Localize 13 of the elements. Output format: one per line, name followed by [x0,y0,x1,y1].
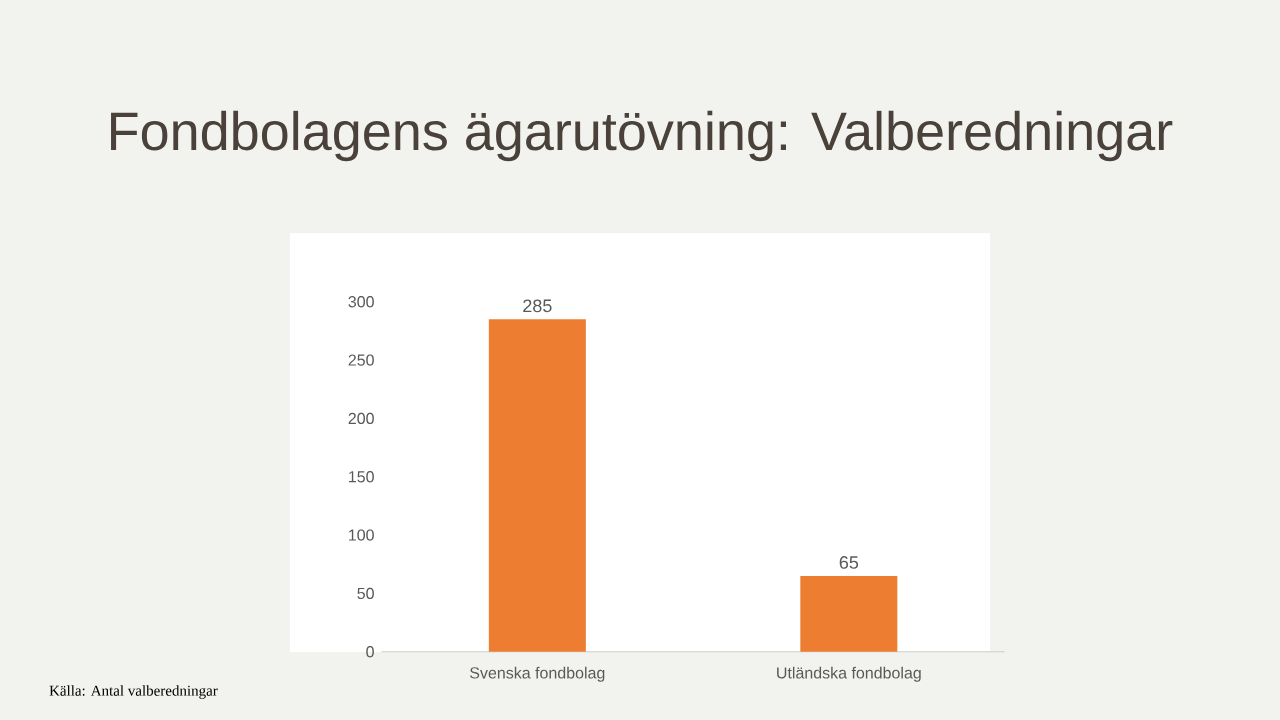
y-tick-label: 150 [349,471,374,483]
x-tick-label: Svenska fondbolag [470,666,605,682]
chart-title: Fondbolagens ägarutövning: Valberedningar [111,110,1173,162]
x-tick-label: Utländska fondbolag [777,666,921,682]
y-tick-label: 100 [349,529,374,541]
y-tick-label: 50 [357,587,374,600]
y-tick-label: 250 [348,354,374,366]
data-label: 65 [839,556,859,569]
text: Källa: Antal valberedningar [49,685,218,699]
data-label: 285 [523,299,552,313]
y-tick-label: 300 [348,296,374,308]
y-tick-label: 200 [348,412,374,425]
y-tick-label: 0 [366,646,374,658]
